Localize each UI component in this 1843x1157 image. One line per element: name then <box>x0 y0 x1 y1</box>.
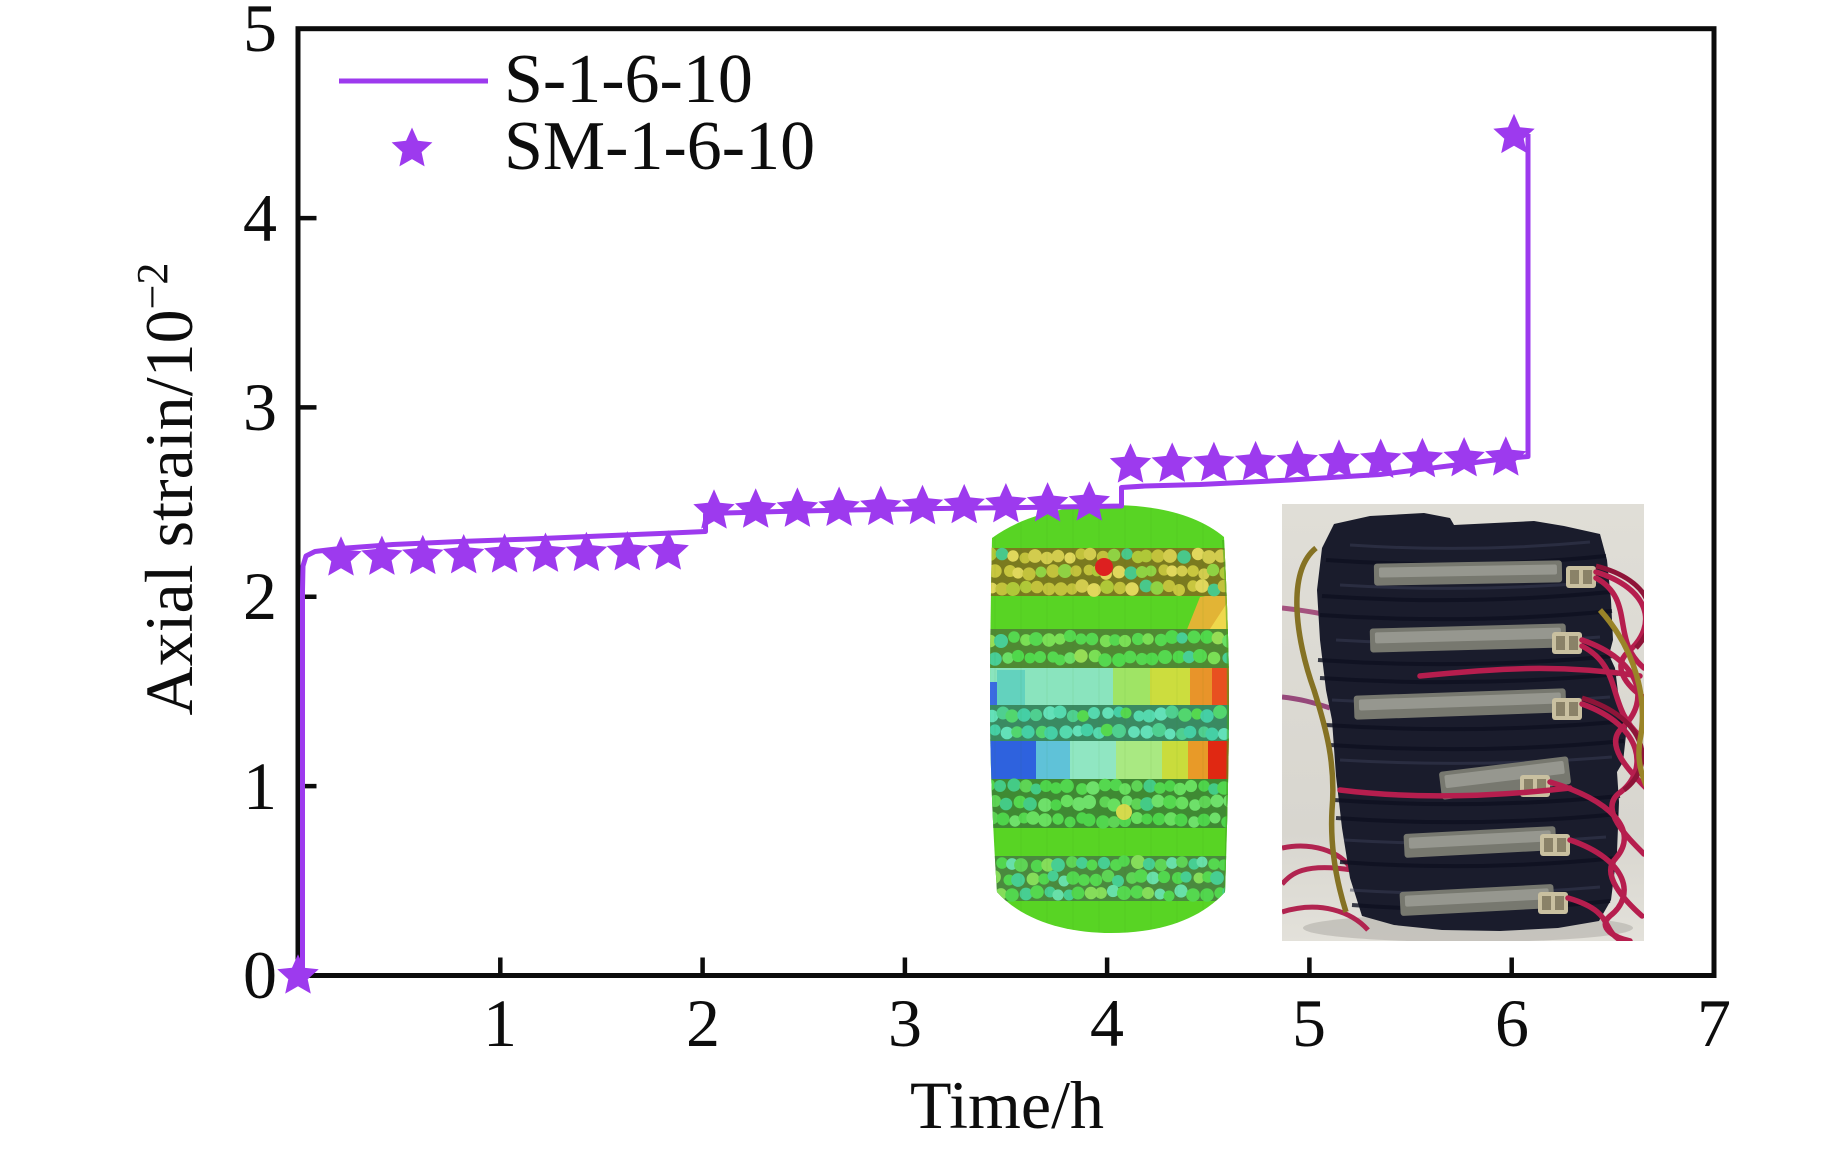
svg-text:6: 6 <box>1495 985 1529 1061</box>
svg-text:1: 1 <box>243 748 277 824</box>
svg-text:1: 1 <box>483 985 517 1061</box>
svg-text:4: 4 <box>243 180 277 256</box>
svg-text:2: 2 <box>686 985 720 1061</box>
svg-text:7: 7 <box>1697 985 1731 1061</box>
svg-text:3: 3 <box>243 369 277 445</box>
svg-text:Time/h: Time/h <box>910 1067 1104 1143</box>
svg-text:5: 5 <box>243 0 277 66</box>
svg-text:4: 4 <box>1090 985 1124 1061</box>
svg-text:SM-1-6-10: SM-1-6-10 <box>504 108 815 185</box>
svg-text:5: 5 <box>1292 985 1326 1061</box>
svg-text:2: 2 <box>243 558 277 634</box>
svg-text:Axial strain/10−2: Axial strain/10−2 <box>128 263 207 716</box>
svg-text:S-1-6-10: S-1-6-10 <box>504 41 753 118</box>
svg-text:3: 3 <box>888 985 922 1061</box>
svg-text:0: 0 <box>243 937 277 1013</box>
